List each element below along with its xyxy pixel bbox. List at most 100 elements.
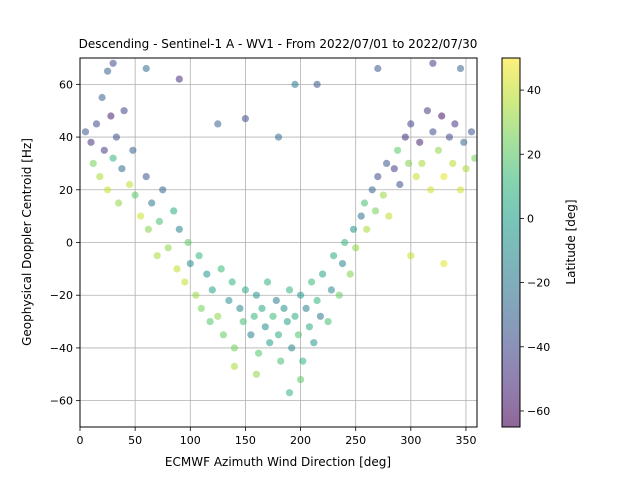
data-point [266, 339, 274, 347]
data-point [338, 260, 347, 268]
data-point [277, 357, 285, 365]
data-point [394, 146, 402, 154]
data-point [107, 112, 115, 120]
data-point [405, 159, 413, 167]
data-point [368, 186, 376, 194]
data-point [460, 138, 468, 146]
data-point [255, 349, 263, 357]
data-point [92, 120, 101, 128]
data-point [357, 212, 365, 220]
data-point [144, 225, 152, 233]
data-point [456, 186, 465, 194]
data-point [456, 64, 465, 73]
data-point [247, 331, 255, 339]
data-point [330, 252, 338, 260]
data-point [407, 120, 415, 128]
data-point [363, 225, 371, 233]
data-point [230, 344, 238, 352]
data-point [142, 64, 150, 73]
colorbar-tick-label: 0 [527, 212, 534, 225]
data-point [327, 286, 335, 294]
data-point [349, 225, 358, 233]
data-point [159, 186, 167, 194]
data-point [175, 225, 183, 233]
y-tick-label: 40 [59, 131, 73, 144]
data-point [87, 138, 95, 146]
chart-title: Descending - Sentinel-1 A - WV1 - From 2… [79, 37, 478, 51]
x-tick-label: 150 [235, 434, 256, 447]
data-point [299, 357, 307, 365]
data-point [302, 304, 310, 312]
data-point [131, 191, 139, 199]
data-point [316, 312, 324, 320]
x-axis-ticks: 0 50 100 150 200 250 300 350 [77, 427, 476, 447]
data-point [153, 252, 161, 260]
data-point [285, 286, 294, 294]
colorbar-tick-label: −20 [527, 277, 550, 290]
data-point [109, 154, 117, 162]
data-point [423, 107, 431, 115]
data-point [104, 186, 112, 194]
x-axis-label: ECMWF Azimuth Wind Direction [deg] [165, 455, 391, 469]
data-point [129, 146, 137, 154]
data-point [418, 159, 426, 167]
data-point [170, 207, 178, 215]
data-point [319, 270, 327, 278]
data-point [214, 312, 222, 320]
data-point [228, 278, 236, 286]
data-point [396, 180, 404, 189]
data-point [175, 75, 183, 83]
data-point [126, 180, 134, 189]
data-point [241, 286, 249, 294]
data-point [280, 304, 288, 312]
data-point [308, 278, 316, 286]
data-point [291, 312, 299, 320]
data-point [155, 217, 163, 225]
colorbar-tick-label: 40 [527, 84, 541, 97]
data-point [225, 296, 233, 305]
data-point [297, 376, 305, 384]
data-point [313, 80, 321, 88]
data-point [294, 331, 302, 339]
data-point [118, 165, 126, 173]
data-point [89, 159, 97, 167]
data-point [467, 128, 476, 136]
data-point [197, 304, 205, 312]
y-tick-label: −20 [50, 289, 73, 302]
data-point [285, 389, 294, 397]
data-point [352, 244, 360, 252]
data-point [438, 112, 446, 120]
y-tick-label: −40 [50, 342, 73, 355]
y-tick-label: 0 [66, 237, 73, 250]
data-point [401, 133, 409, 141]
scatter-points [81, 59, 477, 397]
data-point [148, 199, 156, 207]
data-point [96, 173, 104, 181]
data-point [416, 138, 424, 146]
x-tick-label: 0 [77, 434, 84, 447]
y-tick-label: 20 [59, 184, 73, 197]
data-point [440, 260, 448, 268]
data-point [462, 165, 470, 173]
data-point [219, 331, 227, 339]
data-point [261, 323, 269, 331]
y-axis-ticks: −60 −40 −20 0 20 40 60 [50, 78, 80, 408]
data-point [81, 128, 90, 136]
data-point [274, 133, 283, 141]
colorbar-tick-label: −40 [527, 341, 550, 354]
data-point [324, 318, 332, 326]
data-point [440, 173, 448, 181]
colorbar-ticks: −60 −40 −20 0 20 40 [520, 84, 550, 418]
data-point [305, 323, 313, 331]
data-point [451, 120, 459, 128]
data-point [335, 291, 343, 299]
data-point [239, 318, 247, 326]
data-point [109, 59, 117, 67]
colorbar-tick-label: 20 [527, 148, 541, 161]
data-point [449, 159, 457, 167]
data-point [206, 318, 214, 326]
colorbar [501, 57, 521, 428]
x-tick-label: 350 [455, 434, 476, 447]
data-point [164, 244, 172, 252]
